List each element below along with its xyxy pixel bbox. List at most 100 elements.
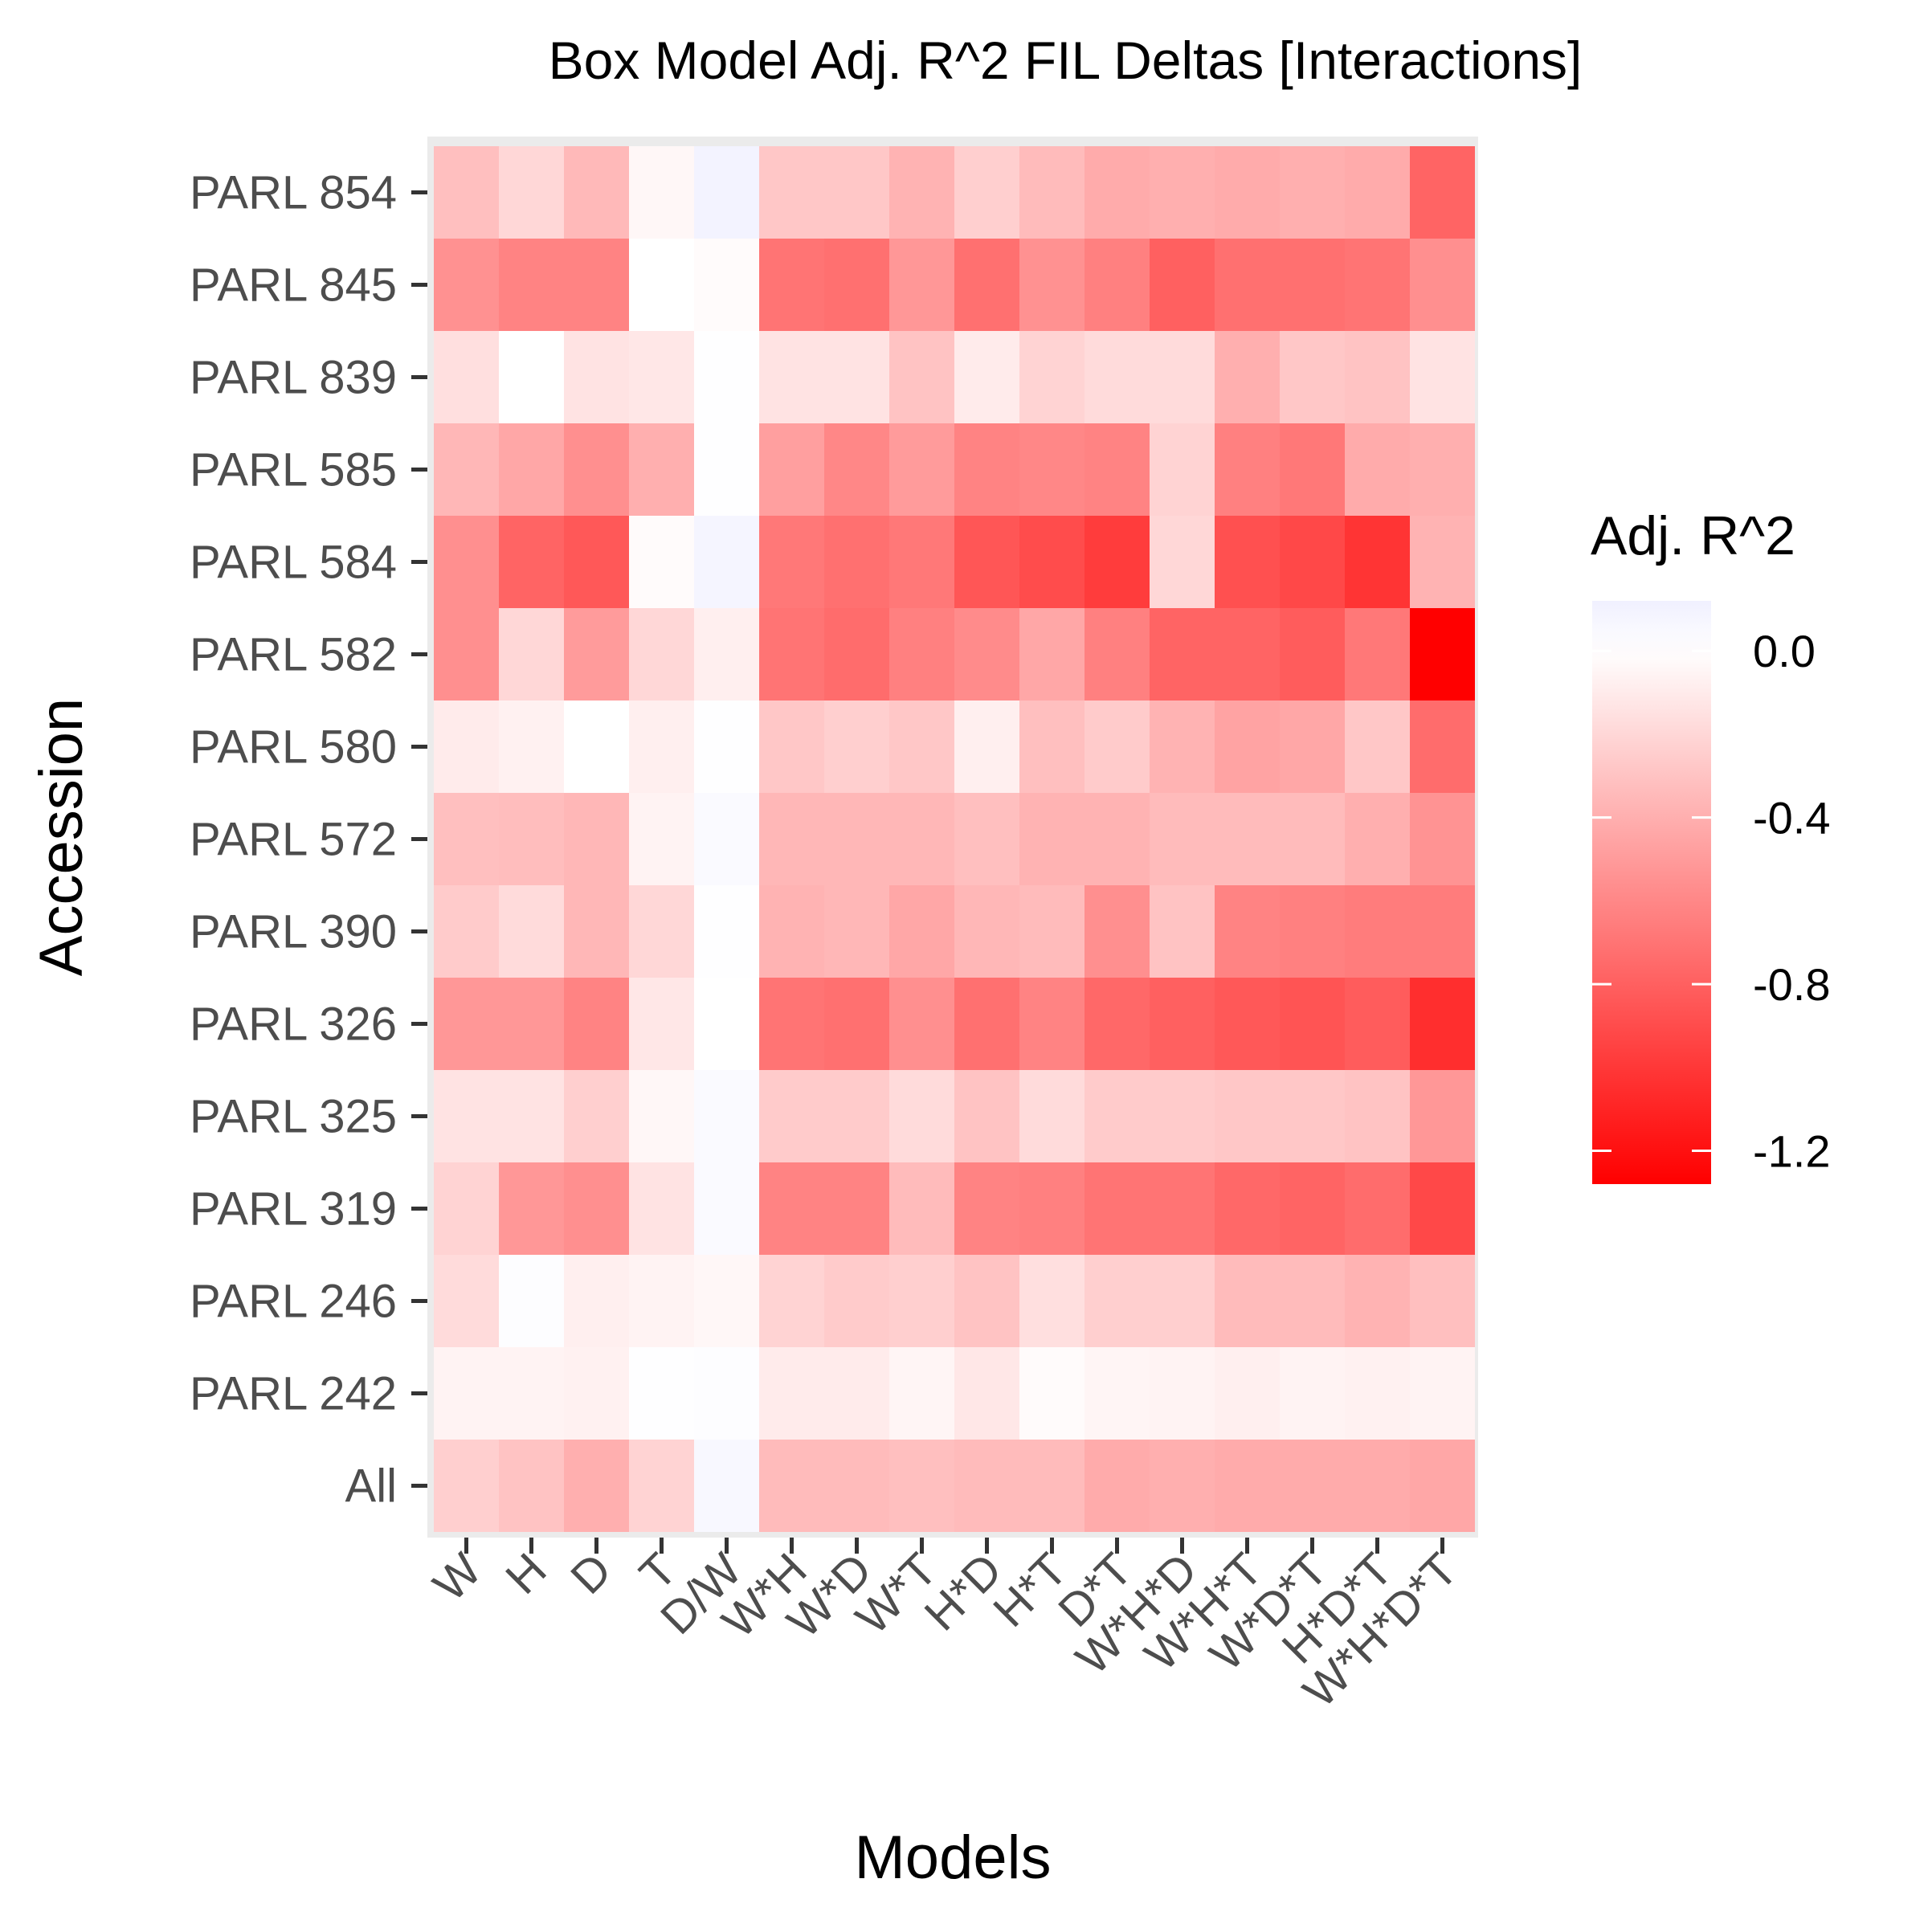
heatmap-cell bbox=[1084, 423, 1150, 516]
heatmap-cell bbox=[1345, 1347, 1410, 1440]
heatmap-cell bbox=[1019, 978, 1084, 1070]
y-tick-label: PARL 572 bbox=[190, 814, 397, 866]
heatmap-cell bbox=[1410, 978, 1475, 1070]
heatmap-cell bbox=[629, 146, 694, 239]
heatmap-cell bbox=[1215, 885, 1280, 978]
heatmap-cell bbox=[1019, 239, 1084, 331]
heatmap-cell bbox=[1280, 1440, 1345, 1532]
heatmap-cell bbox=[629, 608, 694, 701]
heatmap-cell bbox=[824, 885, 889, 978]
heatmap-cell bbox=[824, 239, 889, 331]
heatmap-cell bbox=[1084, 331, 1150, 423]
heatmap-cell bbox=[759, 978, 824, 1070]
y-tick-label: PARL 242 bbox=[190, 1368, 397, 1420]
heatmap-cell bbox=[1215, 1162, 1280, 1255]
heatmap-cells bbox=[434, 146, 1475, 1532]
heatmap-cell bbox=[1345, 239, 1410, 331]
heatmap-cell bbox=[434, 1347, 499, 1440]
heatmap-cell bbox=[1280, 1162, 1345, 1255]
heatmap-cell bbox=[694, 701, 759, 793]
heatmap-cell bbox=[629, 1162, 694, 1255]
heatmap-cell bbox=[629, 1440, 694, 1532]
heatmap-cell bbox=[434, 978, 499, 1070]
heatmap-cell bbox=[1019, 885, 1084, 978]
heatmap-cell bbox=[1215, 701, 1280, 793]
heatmap-cell bbox=[434, 793, 499, 885]
heatmap-cell bbox=[694, 793, 759, 885]
heatmap-cell bbox=[1084, 1440, 1150, 1532]
heatmap-cell bbox=[889, 423, 954, 516]
heatmap-cell bbox=[694, 1347, 759, 1440]
heatmap-cell bbox=[564, 608, 629, 701]
heatmap-cell bbox=[564, 146, 629, 239]
y-tick-label: PARL 580 bbox=[190, 721, 397, 774]
heatmap-cell bbox=[824, 1070, 889, 1162]
heatmap-cell bbox=[564, 1070, 629, 1162]
heatmap-cell bbox=[694, 146, 759, 239]
heatmap-cell bbox=[499, 1070, 564, 1162]
heatmap-cell bbox=[759, 701, 824, 793]
heatmap-cell bbox=[1215, 239, 1280, 331]
heatmap-cell bbox=[954, 793, 1019, 885]
heatmap-cell bbox=[1019, 331, 1084, 423]
heatmap-cell bbox=[759, 516, 824, 608]
heatmap-cell bbox=[434, 146, 499, 239]
x-tick-label: W bbox=[423, 1543, 492, 1611]
heatmap-cell bbox=[889, 1162, 954, 1255]
heatmap-cell bbox=[1215, 516, 1280, 608]
heatmap-cell bbox=[1345, 1440, 1410, 1532]
heatmap-cell bbox=[1410, 331, 1475, 423]
heatmap-cell bbox=[1410, 1162, 1475, 1255]
heatmap-cell bbox=[1280, 516, 1345, 608]
heatmap-cell bbox=[1345, 1162, 1410, 1255]
heatmap-cell bbox=[1280, 239, 1345, 331]
heatmap-cell bbox=[564, 423, 629, 516]
heatmap-cell bbox=[1019, 1070, 1084, 1162]
heatmap-cell bbox=[1150, 1070, 1215, 1162]
heatmap-cell bbox=[1215, 793, 1280, 885]
heatmap-cell bbox=[1215, 146, 1280, 239]
heatmap-cell bbox=[1280, 1255, 1345, 1347]
heatmap-cell bbox=[629, 1255, 694, 1347]
heatmap-cell bbox=[499, 1162, 564, 1255]
heatmap-cell bbox=[564, 793, 629, 885]
heatmap-cell bbox=[694, 1255, 759, 1347]
heatmap-cell bbox=[564, 516, 629, 608]
chart-title: Box Model Adj. R^2 FIL Deltas [Interacti… bbox=[549, 31, 1583, 90]
heatmap-cell bbox=[1410, 239, 1475, 331]
heatmap-cell bbox=[889, 978, 954, 1070]
heatmap-cell bbox=[1345, 885, 1410, 978]
heatmap-cell bbox=[1410, 1255, 1475, 1347]
heatmap-cell bbox=[1019, 1347, 1084, 1440]
heatmap-cell bbox=[1410, 146, 1475, 239]
heatmap-cell bbox=[824, 608, 889, 701]
heatmap-cell bbox=[629, 1070, 694, 1162]
heatmap-cell bbox=[1084, 1347, 1150, 1440]
heatmap-cell bbox=[434, 1255, 499, 1347]
heatmap-cell bbox=[1084, 146, 1150, 239]
heatmap-cell bbox=[1084, 1255, 1150, 1347]
heatmap-cell bbox=[694, 608, 759, 701]
heatmap-cell bbox=[889, 1255, 954, 1347]
heatmap-cell bbox=[629, 793, 694, 885]
heatmap-cell bbox=[434, 516, 499, 608]
heatmap-cell bbox=[1345, 1255, 1410, 1347]
colorbar-tick-label: -0.8 bbox=[1753, 959, 1831, 1010]
heatmap-cell bbox=[889, 331, 954, 423]
heatmap-cell bbox=[1150, 423, 1215, 516]
heatmap-cell bbox=[1345, 146, 1410, 239]
heatmap-cell bbox=[564, 885, 629, 978]
heatmap-cell bbox=[824, 1347, 889, 1440]
heatmap-cell bbox=[954, 239, 1019, 331]
heatmap-cell bbox=[889, 239, 954, 331]
heatmap-cell bbox=[499, 1347, 564, 1440]
heatmap-cell bbox=[1215, 1070, 1280, 1162]
legend-title: Adj. R^2 bbox=[1591, 505, 1795, 566]
heatmap-cell bbox=[889, 885, 954, 978]
heatmap-cell bbox=[499, 1440, 564, 1532]
heatmap-cell bbox=[824, 331, 889, 423]
heatmap-cell bbox=[1084, 978, 1150, 1070]
y-tick-label: PARL 839 bbox=[190, 352, 397, 404]
